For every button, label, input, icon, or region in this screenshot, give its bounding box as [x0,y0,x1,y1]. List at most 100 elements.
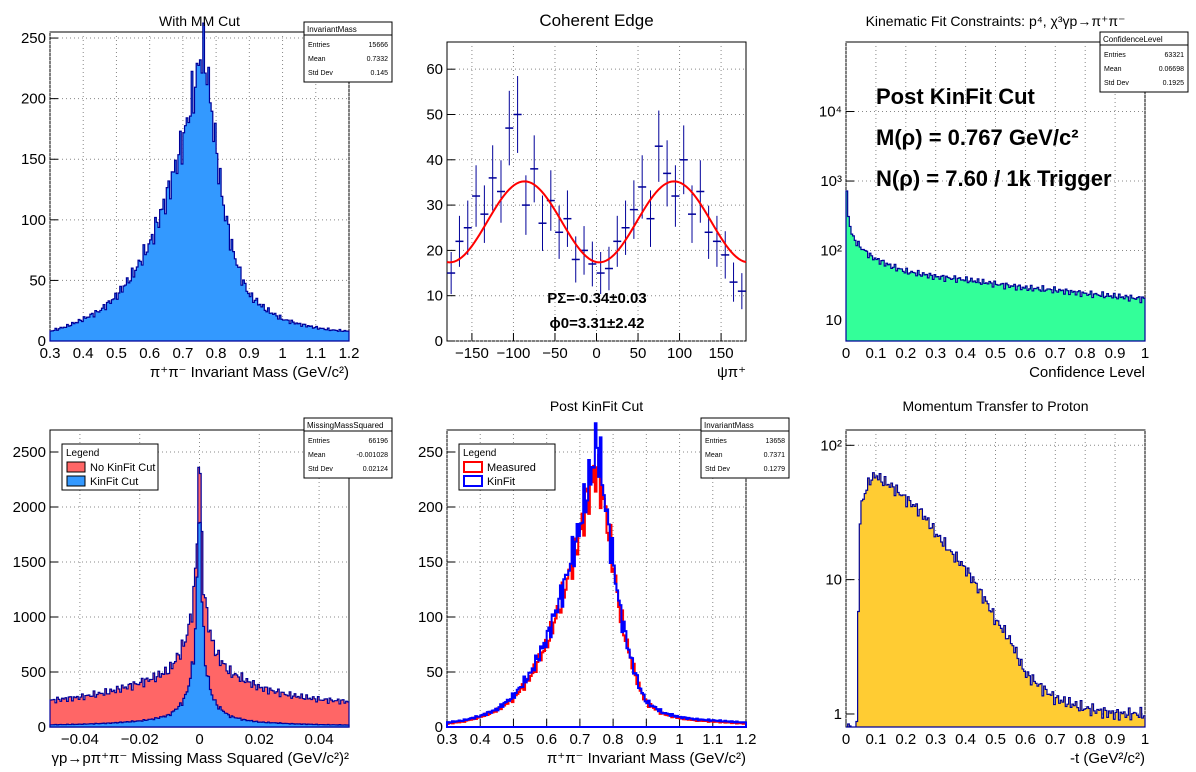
x-tick-label: 0.04 [304,731,333,748]
annotation-0: Post KinFit Cut [876,84,1036,109]
x-tick-label: 0.7 [569,731,590,748]
stats-key: Mean [308,452,326,459]
legend: Legend Measured KinFit [458,443,556,491]
x-tick-label: 150 [709,345,734,362]
y-tick-label: 10³ [820,173,842,190]
stats-key: Entries [308,42,330,49]
stats-name: InvariantMass [704,421,754,430]
chart-title: Momentum Transfer to Proton [903,398,1089,414]
x-tick-label: −0.04 [61,731,99,748]
x-tick-label: −50 [542,345,567,362]
chart-missing_mass: −0.04 −0.02 0 0.02 0.04 0 500 1000 1500 2000 2500 γ… [13,417,393,767]
stats-value: 66196 [369,438,389,445]
x-tick-label: 1.1 [702,731,723,748]
x-axis-label: π⁺π⁻ Invariant Mass (GeV/c²) [150,364,349,381]
x-tick-label: 0.2 [895,345,916,362]
legend-title: Legend [66,448,99,459]
y-tick-label: 30 [426,197,443,214]
stats-value: 0.7332 [367,56,389,63]
x-tick-label: −0.02 [121,731,159,748]
y-tick-label: 1000 [13,609,46,626]
x-tick-label: 0.3 [925,731,946,748]
stats-box-frame [700,417,790,479]
legend-entry: Measured [487,462,536,474]
chart-mm_cut: 0.3 0.4 0.5 0.6 0.7 0.8 0.9 1 1.1 1.2 0 50 100 150 200… [21,13,393,381]
y-tick-label: 2000 [13,499,46,516]
x-axis-label: ψπ⁺ [717,364,746,381]
x-tick-label: 0.3 [925,345,946,362]
y-tick-label: 150 [418,554,443,571]
legend-swatch [66,475,86,487]
y-tick-label: 0 [38,333,46,350]
y-tick-label: 0 [38,719,46,736]
stats-value: 63321 [1165,52,1185,59]
x-tick-label: 0.9 [1105,345,1126,362]
stats-key: Mean [1104,66,1122,73]
x-tick-label: 0.6 [1015,345,1036,362]
y-tick-label: 100 [21,212,46,229]
y-tick-label: 10⁴ [819,104,842,121]
x-tick-label: 0.6 [536,731,557,748]
stats-value: 0.1925 [1163,80,1185,87]
stats-key: Entries [705,438,727,445]
fit-curve [446,180,747,264]
legend-entry: KinFit [487,476,515,488]
x-tick-label: 0.7 [1045,731,1066,748]
y-tick-label: 40 [426,152,443,169]
y-tick-label: 250 [418,444,443,461]
y-tick-label: 0 [435,719,443,736]
legend-entry: KinFit Cut [90,476,138,488]
stats-value: 0.1279 [764,466,786,473]
y-tick-label: 100 [418,609,443,626]
x-tick-label: 0.5 [503,731,524,748]
x-tick-label: 0 [195,731,203,748]
x-axis-label: γp→pπ⁺π⁻ Missing Mass Squared (GeV/c²)² [52,750,349,767]
stats-value: 0.02124 [363,466,388,473]
stats-key: Std Dev [308,70,333,77]
x-tick-label: 0.6 [1015,731,1036,748]
stats-name: InvariantMass [307,25,357,34]
y-tick-label: 10 [426,288,443,305]
x-tick-label: 0 [842,731,850,748]
y-tick-label: 10 [825,572,842,589]
plot-frame [446,41,747,342]
x-axis-label: Confidence Level [1029,364,1145,381]
legend-swatch [66,461,86,473]
series-histogram [845,190,1146,342]
x-tick-label: 0.1 [865,345,886,362]
x-tick-label: 0.8 [603,731,624,748]
legend: Legend No KinFit Cut KinFit Cut [61,443,159,491]
x-tick-label: 0.9 [636,731,657,748]
x-tick-label: 0.8 [1075,731,1096,748]
stats-box-frame [303,417,393,479]
chart-title: With MM Cut [159,13,240,29]
x-tick-label: 0.5 [985,731,1006,748]
stats-key: Mean [308,56,326,63]
legend-title: Legend [463,448,496,459]
y-tick-label: 10 [825,312,842,329]
series-kinfit [446,422,747,728]
x-tick-label: 0.3 [437,731,458,748]
x-axis-label: -t (GeV²/c²) [1070,750,1145,767]
x-tick-label: 1.2 [736,731,757,748]
x-tick-label: 0.6 [139,345,160,362]
x-tick-label: 1 [1141,731,1149,748]
stats-key: Mean [705,452,723,459]
x-tick-label: 0 [592,345,600,362]
x-tick-label: −150 [455,345,489,362]
x-tick-label: 1 [278,345,286,362]
chart-coherent_edge: −150 −100 −50 0 50 100 150 0 10 20 30 40 50 60 Coheren… [426,11,747,381]
series-histogram [49,22,350,342]
x-tick-label: 0.4 [955,731,976,748]
y-tick-label: 500 [21,664,46,681]
stats-box: ConfidenceLevel Entries 63321 Mean 0.06698 St… [1099,31,1189,93]
y-tick-label: 150 [21,151,46,168]
stats-box: InvariantMass Entries 15666 Mean 0.7332 Std D… [303,21,393,83]
stats-key: Std Dev [308,466,333,473]
annotation-fit-polarization: PΣ=-0.34±0.03 [547,290,646,307]
y-tick-label: 50 [426,106,443,123]
x-tick-label: 0.5 [985,345,1006,362]
chart-momentum_transfer: 0 0.1 0.2 0.3 0.4 0.5 0.6 0.7 0.8 0.9 1 1 10 10² Momen… [820,398,1149,767]
x-tick-label: 0.3 [40,345,61,362]
